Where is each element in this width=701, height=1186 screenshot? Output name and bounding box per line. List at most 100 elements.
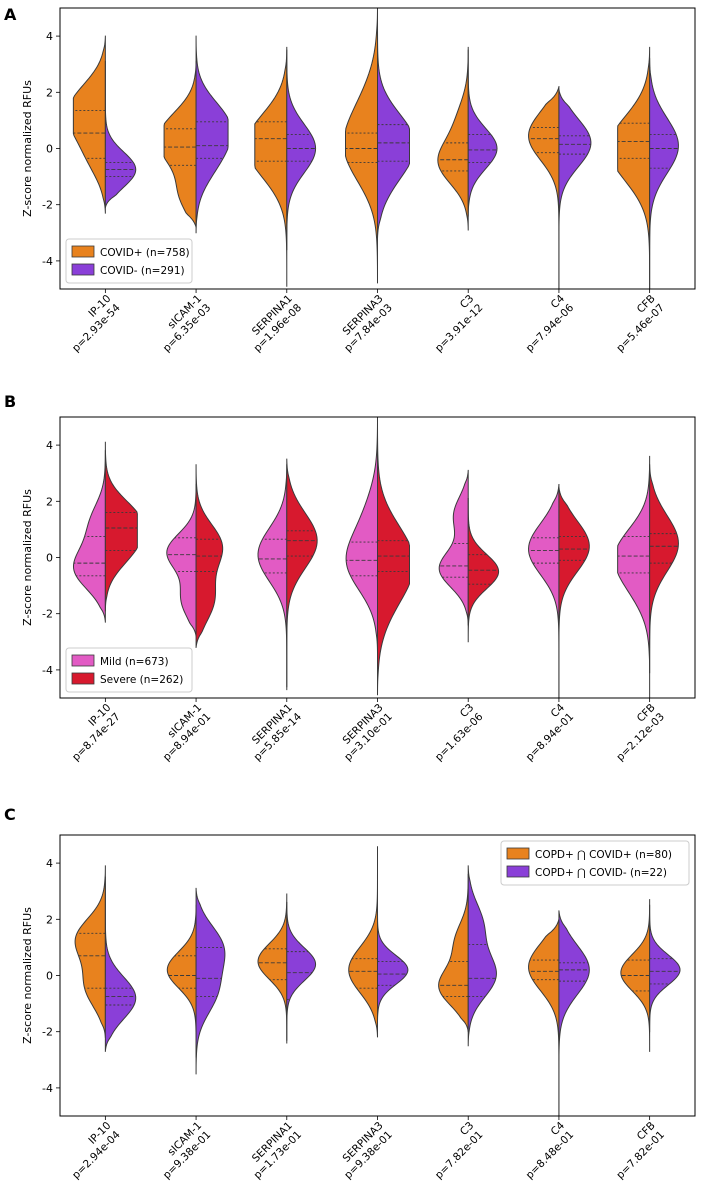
violin-ip-10-a xyxy=(72,35,106,214)
x-tick-label: C3p=7.82e-01 xyxy=(433,1120,486,1182)
legend-label: COPD+ ⋂ COVID+ (n=80) xyxy=(535,849,672,861)
x-tick-label: C3p=1.63e-06 xyxy=(433,702,486,764)
violin-c4-a xyxy=(528,86,560,290)
p-value-label: p=1.63e-06 xyxy=(433,711,486,764)
violin-ip-10-b xyxy=(104,441,138,612)
violin-ip-10-b xyxy=(104,60,137,209)
y-tick-label: 4 xyxy=(46,857,53,870)
violin-c4-b xyxy=(558,910,590,1117)
x-tick-label: sICAM-1p=9.38e-01 xyxy=(161,1120,214,1182)
panel-letter: C xyxy=(4,805,16,824)
p-value-label: p=7.82e-01 xyxy=(433,1129,486,1182)
y-tick-label: 2 xyxy=(46,495,53,508)
violin-ip-10-a xyxy=(74,865,106,1038)
violin-serpina1-a xyxy=(257,893,288,1044)
violin-c4-b xyxy=(558,88,592,290)
violin-cfb-b xyxy=(649,58,679,290)
legend-label: Severe (n=262) xyxy=(100,674,183,686)
violin-serpina1-b xyxy=(286,458,318,691)
legend: COPD+ ⋂ COVID+ (n=80) COPD+ ⋂ COVID- (n=2… xyxy=(500,840,690,886)
panel-a: A Z-score normalized RFUs -4 -2 0 2 4 IP-10p=2.… xyxy=(4,5,696,355)
panel-letter: B xyxy=(4,392,16,411)
violin-sicam-1-b xyxy=(195,887,226,1075)
violin-serpina3-a xyxy=(345,416,378,654)
y-tick-label: 4 xyxy=(46,439,53,452)
legend-label: Mild (n=673) xyxy=(100,656,169,668)
violin-c3-a xyxy=(437,49,469,231)
violin-ip-10-a xyxy=(72,450,106,623)
p-value-label: p=8.48e-01 xyxy=(524,1129,577,1182)
violin-c4-a xyxy=(528,918,560,1117)
violin-cfb-b xyxy=(649,464,679,699)
y-tick-label: 2 xyxy=(46,913,53,926)
y-tick-label: -2 xyxy=(42,608,53,621)
violin-cfb-a xyxy=(617,46,651,290)
violin-c3-b xyxy=(467,865,497,1047)
legend-label: COVID- (n=291) xyxy=(100,265,185,277)
x-tick-label: sICAM-1p=8.94e-01 xyxy=(161,702,214,764)
x-tick-label: sICAM-1p=6.35e-03 xyxy=(161,293,214,355)
violin-sicam-1-a xyxy=(166,483,197,637)
x-tick-label: IP-10p=8.74e-27 xyxy=(70,702,123,764)
p-value-label: p=7.94e-06 xyxy=(524,302,577,355)
y-tick-label: -4 xyxy=(42,1082,53,1095)
p-value-label: p=8.94e-01 xyxy=(524,711,577,764)
x-tick-label: IP-10p=2.94e-04 xyxy=(70,1120,123,1182)
violin-c3-b xyxy=(467,46,498,217)
y-tick-label: -4 xyxy=(42,255,53,268)
violin-c4-a xyxy=(528,483,560,699)
y-tick-label: -4 xyxy=(42,664,53,677)
x-tick-label: C3p=3.91e-12 xyxy=(433,293,486,355)
x-tick-label: C4p=7.94e-06 xyxy=(524,292,577,355)
legend-box xyxy=(500,840,690,886)
violin-serpina3-a xyxy=(348,846,378,1038)
y-tick-label: 2 xyxy=(46,86,53,99)
legend-swatch xyxy=(71,672,95,685)
violin-sicam-1-a xyxy=(163,60,197,228)
violin-cfb-a xyxy=(617,455,651,674)
legend-swatch xyxy=(71,245,95,258)
x-tick-label: C4p=8.94e-01 xyxy=(524,701,577,764)
y-tick-label: 0 xyxy=(46,143,53,156)
legend-swatch xyxy=(71,654,95,667)
violin-c3-a xyxy=(438,873,469,1033)
p-value-label: p=3.91e-12 xyxy=(433,302,486,355)
violin-c3-a xyxy=(438,469,469,626)
violin-c4-b xyxy=(558,486,590,699)
violin-serpina3-b xyxy=(377,8,410,239)
legend: COVID+ (n=758) COVID- (n=291) xyxy=(65,238,193,284)
legend-swatch xyxy=(506,847,530,860)
legend-swatch xyxy=(71,263,95,276)
y-tick-label: 4 xyxy=(46,30,53,43)
legend-swatch xyxy=(506,865,530,878)
panel-c: C Z-score normalized RFUs -4 -2 0 2 4 IP-10p=2.… xyxy=(4,805,696,1182)
legend-label: COVID+ (n=758) xyxy=(100,247,190,259)
violin-serpina1-a xyxy=(254,49,288,287)
violin-serpina1-b xyxy=(286,901,317,1041)
y-tick-label: -2 xyxy=(42,199,53,212)
violin-serpina1-a xyxy=(257,464,288,688)
violin-serpina3-b xyxy=(377,902,409,1024)
y-tick-label: 0 xyxy=(46,970,53,983)
violin-cfb-b xyxy=(649,904,681,1033)
legend-box xyxy=(65,238,193,284)
violin-sicam-1-b xyxy=(195,35,229,234)
violin-ip-10-b xyxy=(104,876,137,1052)
y-axis-label: Z-score normalized RFUs xyxy=(21,80,34,217)
legend-label: COPD+ ⋂ COVID- (n=22) xyxy=(535,867,667,879)
y-axis-label: Z-score normalized RFUs xyxy=(21,907,34,1044)
y-tick-label: -2 xyxy=(42,1026,53,1039)
x-tick-label: IP-10p=2.93e-54 xyxy=(70,293,123,355)
panel-b: B Z-score normalized RFUs -4 -2 0 2 4 IP-10p=8.… xyxy=(4,392,696,764)
y-axis-label: Z-score normalized RFUs xyxy=(21,489,34,626)
legend-box xyxy=(65,647,193,693)
